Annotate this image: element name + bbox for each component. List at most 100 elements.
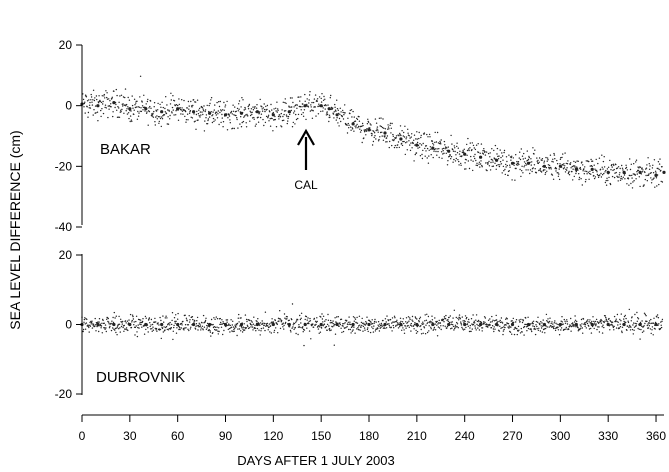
bottom-noise-dot (570, 330, 572, 332)
top-noise-dot (322, 99, 325, 102)
bottom-noise-dot (269, 325, 272, 327)
bottom-noise-dot (467, 325, 469, 327)
top-noise-dot (371, 144, 374, 146)
bottom-noise-dot (440, 328, 442, 331)
bottom-noise-dot (283, 328, 285, 330)
bottom-noise-dot (350, 332, 352, 334)
bottom-noise-dot (99, 323, 102, 325)
top-noise-dot (96, 111, 99, 113)
bottom-noise-dot (648, 322, 650, 324)
bottom-noise-dot (365, 321, 367, 323)
top-noise-dot (645, 167, 648, 169)
top-noise-dot (251, 117, 254, 119)
top-noise-dot (416, 138, 418, 140)
bottom-noise-dot (263, 322, 266, 325)
bottom-noise-dot (407, 316, 410, 318)
top-noise-dot (447, 160, 449, 162)
top-noise-dot (210, 111, 212, 113)
bottom-noise-dot (96, 322, 99, 324)
top-noise-dot (484, 151, 486, 153)
top-noise-dot (90, 99, 92, 101)
top-noise-dot (478, 163, 480, 165)
top-noise-dot (252, 109, 255, 111)
bottom-noise-dot (594, 320, 597, 323)
top-noise-dot (518, 157, 520, 159)
top-noise-dot (518, 163, 520, 166)
top-noise-dot (188, 105, 190, 107)
bottom-noise-dot (100, 325, 103, 327)
bottom-noise-dot (94, 325, 96, 328)
top-noise-dot (562, 153, 564, 155)
bottom-noise-dot (205, 317, 207, 319)
top-noise-dot (527, 159, 529, 162)
bottom-noise-dot (446, 326, 449, 328)
top-noise-dot (339, 113, 341, 116)
bottom-noise-dot (104, 327, 106, 329)
bottom-noise-dot (559, 325, 561, 327)
top-noise-dot (232, 127, 234, 129)
bottom-noise-dot (600, 318, 602, 321)
top-noise-dot (118, 107, 120, 109)
bottom-noise-dot (204, 320, 206, 323)
bottom-noise-dot (249, 323, 252, 326)
bottom-noise-dot (630, 320, 632, 322)
top-noise-dot (94, 97, 96, 99)
top-noise-dot (246, 113, 248, 116)
bottom-noise-dot (515, 321, 517, 323)
top-noise-dot (186, 107, 188, 109)
bottom-noise-dot (483, 321, 485, 323)
bottom-noise-dot (346, 319, 348, 322)
bottom-noise-dot (264, 329, 266, 332)
bottom-noise-dot (381, 324, 383, 326)
bottom-noise-dot (194, 320, 196, 322)
bottom-noise-dot (543, 324, 545, 327)
bottom-noise-dot (101, 332, 104, 334)
bottom-noise-dot (545, 313, 548, 316)
bottom-noise-dot (476, 323, 478, 326)
top-noise-dot (612, 163, 615, 165)
bottom-noise-dot (536, 321, 539, 323)
bottom-noise-dot (322, 325, 324, 327)
bottom-noise-dot (464, 315, 467, 317)
top-noise-dot (474, 153, 476, 156)
bottom-noise-dot (363, 322, 365, 324)
bottom-noise-dot (580, 327, 582, 329)
bottom-noise-dot (274, 319, 276, 322)
top-noise-dot (159, 117, 162, 120)
bottom-noise-dot (554, 327, 556, 330)
top-noise-dot (577, 169, 579, 171)
bottom-noise-dot (548, 326, 550, 328)
bottom-noise-dot (384, 318, 387, 320)
top-noise-dot (120, 94, 123, 97)
top-noise-dot (485, 151, 488, 153)
bottom-noise-dot (147, 331, 149, 333)
top-noise-dot (351, 116, 353, 118)
top-noise-dot (499, 164, 501, 166)
bottom-noise-dot (420, 325, 422, 327)
top-noise-dot (382, 118, 384, 120)
bottom-noise-dot (449, 315, 451, 317)
bottom-noise-dot (483, 323, 485, 325)
top-noise-dot (283, 113, 285, 116)
bottom-noise-dot (450, 321, 452, 323)
top-noise-dot (208, 104, 210, 107)
bottom-noise-dot (446, 327, 448, 329)
bottom-noise-dot (111, 320, 113, 322)
bottom-noise-dot (295, 332, 297, 335)
bottom-noise-dot (588, 328, 591, 330)
top-noise-dot (88, 99, 90, 101)
bottom-noise-dot (209, 331, 212, 333)
top-noise-dot (633, 180, 635, 182)
top-noise-dot (145, 103, 147, 105)
bottom-noise-dot (114, 317, 116, 319)
bottom-noise-dot (540, 327, 543, 329)
bottom-noise-dot (273, 329, 276, 332)
bottom-noise-dot (530, 328, 532, 330)
top-noise-dot (367, 118, 369, 121)
top-noise-dot (353, 130, 355, 132)
top-noise-dot (593, 177, 596, 180)
top-noise-dot (427, 162, 430, 164)
top-noise-dot (212, 114, 214, 116)
bottom-noise-dot (477, 327, 479, 329)
top-noise-dot (523, 152, 525, 155)
